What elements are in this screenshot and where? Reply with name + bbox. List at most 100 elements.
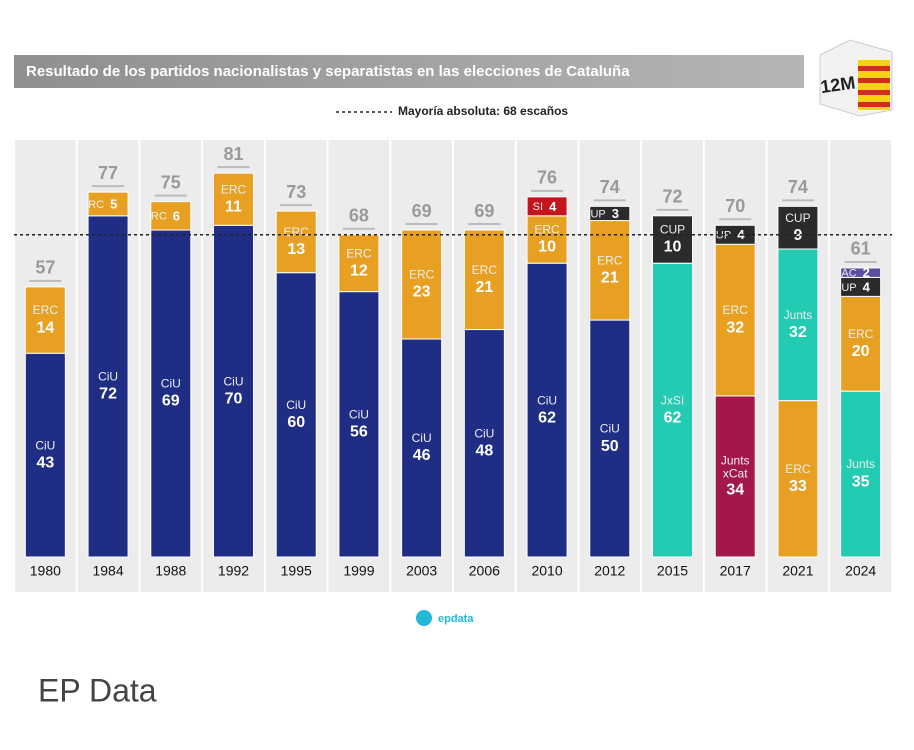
segment-name: CiU [98, 370, 118, 384]
bar-segment [24, 352, 66, 558]
bar-segment [777, 400, 819, 558]
bar-segment [714, 395, 756, 558]
bar-segment [652, 215, 693, 264]
segment-name: Junts [846, 457, 875, 471]
x-tick-label: 2024 [845, 563, 876, 579]
segment-value: 69 [162, 393, 180, 410]
x-tick-label: 2012 [594, 563, 625, 579]
footer-brand: epdata [416, 610, 474, 626]
total-label: 68 [349, 206, 369, 226]
segment-value: 35 [852, 473, 870, 490]
segment-value: 21 [601, 270, 619, 287]
bar-segment [526, 196, 568, 217]
total-label: 69 [412, 201, 432, 221]
x-tick-label: 1995 [281, 563, 312, 579]
bar-segment [275, 210, 317, 274]
total-label: 70 [725, 196, 745, 216]
x-tick-label: 2015 [657, 563, 688, 579]
segment-value: 9 [793, 227, 802, 244]
segment-value: 23 [413, 284, 431, 301]
bar-segment [338, 291, 380, 558]
segment-name: ERC [284, 225, 310, 239]
segment-value: 11 [225, 198, 242, 215]
segment-value: 32 [789, 324, 807, 341]
bar-segment [24, 286, 66, 354]
x-tick-label: 2010 [531, 563, 562, 579]
segment-name: CiU [349, 407, 369, 421]
bar-segment [589, 319, 631, 558]
segment-name: CiU [537, 393, 557, 407]
bar-segment [463, 229, 505, 331]
x-tick-label: 2006 [469, 563, 500, 579]
title-bar [14, 55, 804, 88]
segment-name: ERC [723, 303, 749, 317]
bar-segment [463, 329, 505, 558]
total-label: 81 [223, 144, 243, 164]
bar-segment [87, 191, 129, 217]
bar-segment [401, 338, 443, 558]
bar-segment [777, 248, 819, 402]
total-label: 74 [788, 177, 808, 197]
bar-segment [150, 201, 192, 231]
bar-segment [777, 205, 819, 250]
segment-value: 62 [538, 409, 556, 426]
bar-segment [840, 295, 882, 392]
segment-value: 2 [863, 265, 870, 280]
segment-name: ERC [597, 253, 623, 267]
x-tick-label: 1984 [92, 563, 123, 579]
segment-name: ERC [848, 327, 874, 341]
segment-value: 12 [350, 262, 368, 279]
total-label: 57 [35, 258, 55, 278]
badge: 12M [819, 39, 893, 117]
bar-segment [589, 220, 631, 321]
total-label: 61 [851, 239, 871, 259]
x-tick-label: 2003 [406, 563, 437, 579]
bar-segment [275, 272, 317, 558]
bar-segment [401, 229, 443, 340]
x-tick-label: 2017 [720, 563, 751, 579]
brand-text: epdata [438, 613, 474, 625]
segment-value: 46 [413, 447, 431, 464]
segment-name: CiU [35, 438, 55, 452]
segment-name: CUP [660, 223, 685, 237]
segment-name: ERC [346, 246, 372, 260]
segment-value: 20 [852, 343, 870, 360]
segment-name: ERC [409, 268, 435, 282]
segment-value: 5 [110, 196, 117, 211]
segment-value: 56 [350, 424, 368, 441]
bar-segment [526, 262, 568, 558]
total-label: 77 [98, 163, 118, 183]
segment-name: CUP [785, 211, 810, 225]
segment-name: Junts [784, 308, 813, 322]
segment-name: CiU [474, 426, 494, 440]
segment-name: CiU [286, 398, 306, 412]
bar-segment [87, 215, 129, 558]
segment-value: 13 [287, 241, 305, 258]
segment-value: 4 [863, 279, 871, 294]
segment-value: 72 [99, 386, 117, 403]
x-tick-label: 1980 [30, 563, 61, 579]
total-label: 72 [662, 187, 682, 207]
x-tick-label: 1999 [343, 563, 374, 579]
segment-value: 3 [612, 206, 619, 221]
segment-value: 48 [475, 442, 493, 459]
x-tick-label: 1992 [218, 563, 249, 579]
segment-name: CiU [224, 374, 244, 388]
segment-value: 6 [173, 208, 180, 223]
segment-value: 70 [225, 390, 243, 407]
segment-value: 50 [601, 438, 619, 455]
segment-name: CUP [833, 282, 856, 294]
segment-name: ERC [144, 211, 167, 223]
segment-name: CiU [600, 422, 620, 436]
segment-name: CiU [161, 377, 181, 391]
segment-name: ERC [472, 263, 498, 277]
segment-value: 60 [287, 414, 305, 431]
bar-segment [338, 234, 380, 293]
segment-name: JxSí [661, 393, 685, 407]
bar-segment [150, 229, 192, 558]
segment-value: 34 [726, 482, 744, 499]
bar-segment [526, 215, 568, 264]
bar-segment [213, 172, 254, 226]
segment-value: 21 [475, 279, 493, 296]
total-label: 69 [474, 201, 494, 221]
